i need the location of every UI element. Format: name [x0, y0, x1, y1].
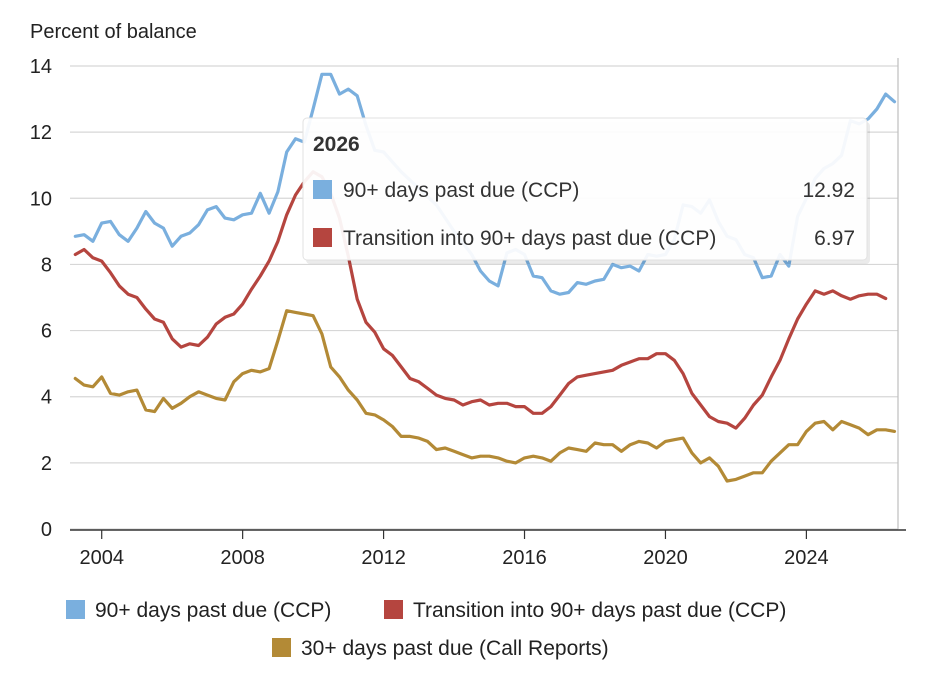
y-tick-label: 2: [41, 453, 52, 475]
y-tick-label: 14: [30, 56, 52, 78]
tooltip-value: 12.92: [802, 179, 855, 202]
tooltip: 2026 90+ days past due (CCP) 12.92 Transiti…: [302, 117, 870, 264]
legend-label: 90+ days past due (CCP): [95, 599, 331, 622]
y-tick-label: 4: [41, 387, 52, 409]
x-tick-label: 2020: [643, 547, 688, 569]
tooltip-box: [302, 117, 868, 261]
legend-swatch: [66, 600, 85, 619]
tooltip-value: 6.97: [814, 227, 855, 250]
series-line-2: [73, 170, 888, 430]
legend: 90+ days past due (CCP) Transition into 9…: [66, 599, 786, 660]
tooltip-swatch: [313, 180, 332, 199]
y-axis-title: Percent of balance: [30, 21, 197, 43]
x-tick-label: 2016: [502, 547, 547, 569]
series-line-3: [73, 309, 897, 483]
y-tick-label: 10: [30, 188, 52, 210]
y-tick-label: 12: [30, 122, 52, 144]
x-tick-label: 2024: [784, 547, 829, 569]
y-tick-label: 0: [41, 519, 52, 541]
tooltip-swatch: [313, 228, 332, 247]
legend-swatch: [384, 600, 403, 619]
y-tick-label: 6: [41, 321, 52, 343]
tooltip-label: 90+ days past due (CCP): [343, 179, 579, 202]
tooltip-title: 2026: [313, 133, 360, 156]
legend-label: Transition into 90+ days past due (CCP): [413, 599, 786, 622]
y-tick-label: 8: [41, 254, 52, 276]
axes: 0 2 4 6 8 10 12 14 2004 2008 2012 2016 2020 2024: [30, 56, 906, 569]
x-tick-label: 2004: [79, 547, 124, 569]
legend-swatch: [272, 638, 291, 657]
x-tick-label: 2008: [220, 547, 265, 569]
x-tick-label: 2012: [361, 547, 406, 569]
tooltip-label: Transition into 90+ days past due (CCP): [343, 227, 716, 250]
legend-label: 30+ days past due (Call Reports): [301, 637, 609, 660]
